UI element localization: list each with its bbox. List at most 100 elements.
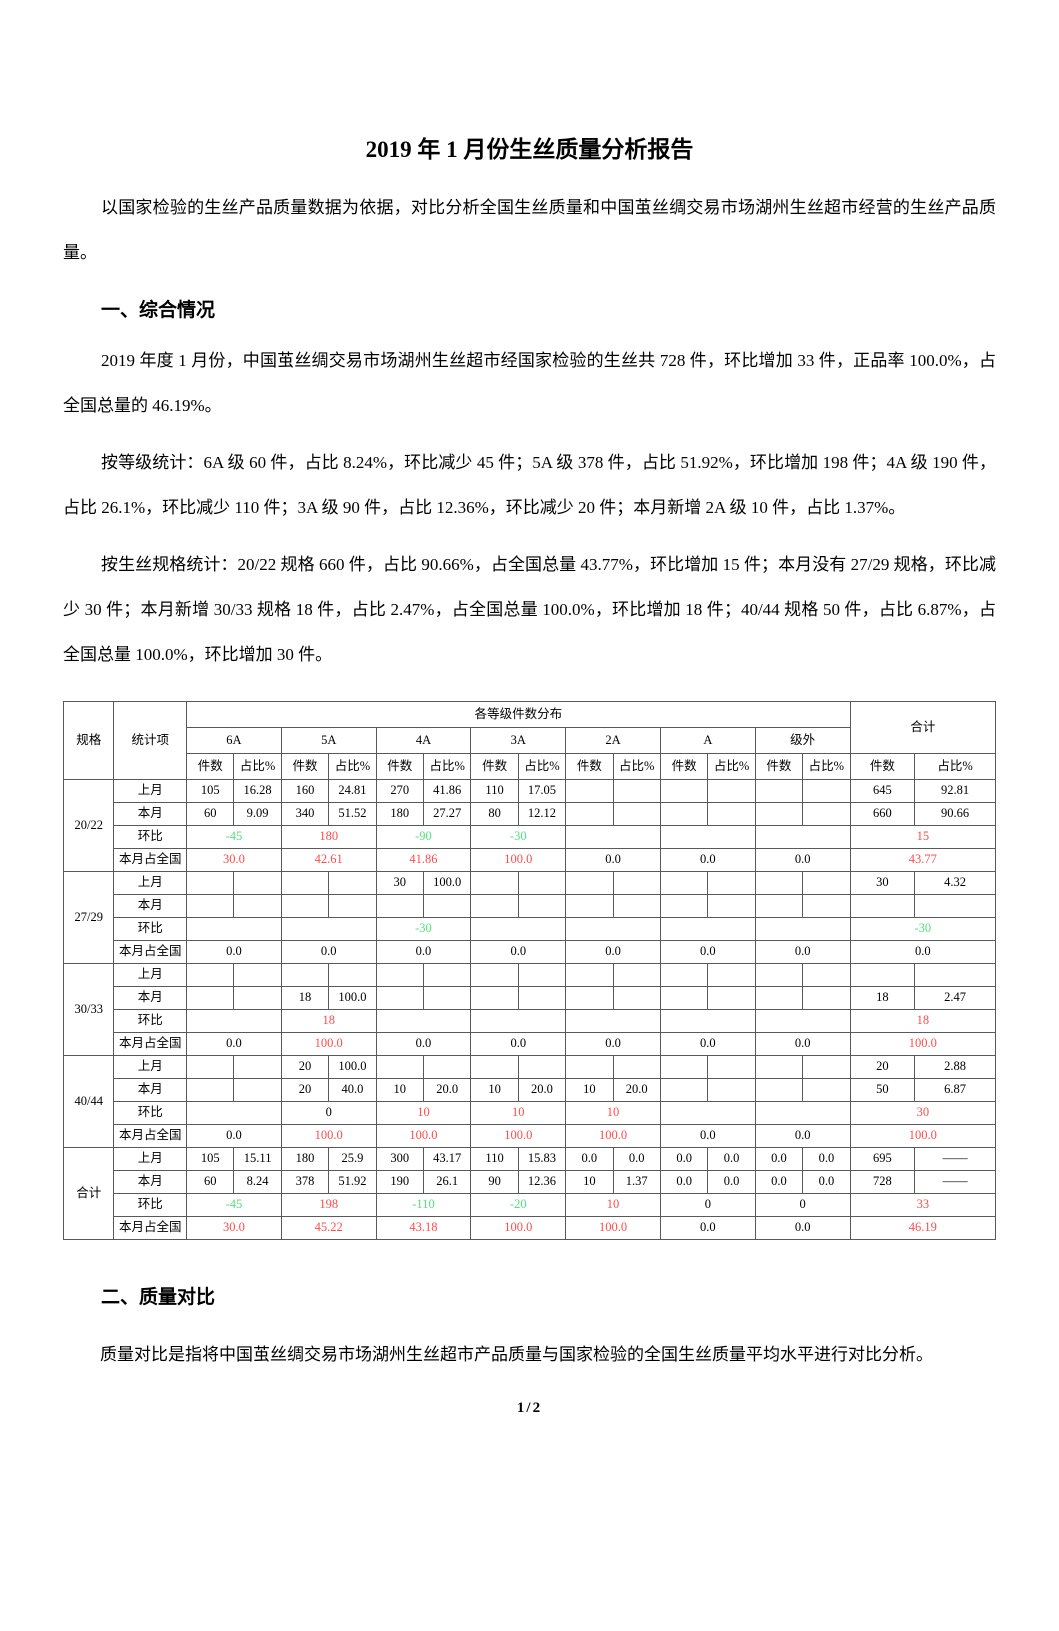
table-cell: 60 xyxy=(186,1169,235,1194)
header-count: 件数 xyxy=(659,752,709,780)
table-cell xyxy=(659,985,709,1010)
table-cell xyxy=(470,985,519,1010)
table-cell xyxy=(233,870,282,895)
table-cell: 300 xyxy=(375,1146,424,1171)
table-cell: -90 xyxy=(375,824,472,849)
table-cell xyxy=(328,870,377,895)
header-count: 件数 xyxy=(280,752,330,780)
table-cell: 0.0 xyxy=(659,939,756,964)
table-cell xyxy=(659,778,709,803)
table-cell: 0.0 xyxy=(565,939,661,964)
table-cell: 51.92 xyxy=(328,1169,377,1194)
table-row: 30/33 上月 xyxy=(62,962,996,1056)
total-cell: 92.81 xyxy=(914,778,996,803)
table-cell xyxy=(754,1008,851,1033)
header-count: 件数 xyxy=(375,752,424,780)
total-cell: 728 xyxy=(849,1169,916,1194)
table-cell xyxy=(707,870,756,895)
table-cell: 45.22 xyxy=(280,1215,377,1240)
table-cell: 25.9 xyxy=(328,1146,377,1171)
table-cell xyxy=(233,1077,282,1102)
table-row: 40/44 上月 20 100.0 20 2.88 xyxy=(62,1054,996,1148)
header-count: 件数 xyxy=(186,752,235,780)
table-row: 合计 上月 105 15.11 180 25.9 300 43.17 110 15.83 0.0 0.… xyxy=(62,1146,996,1240)
row-label: 上月 xyxy=(113,778,188,803)
table-cell xyxy=(802,962,851,987)
table-cell: 27.27 xyxy=(422,801,472,826)
total-cell: 30 xyxy=(849,870,916,895)
table-cell: 10 xyxy=(565,1169,614,1194)
table-cell xyxy=(470,1008,567,1033)
table-cell: 100.0 xyxy=(470,1215,567,1240)
table-cell xyxy=(186,870,235,895)
total-cell: -30 xyxy=(849,916,997,941)
table-cell xyxy=(470,916,567,941)
intro-paragraph: 以国家检验的生丝产品质量数据为依据，对比分析全国生丝质量和中国茧丝绸交易市场湖州… xyxy=(63,198,996,263)
table-cell xyxy=(565,870,614,895)
table-cell xyxy=(375,985,424,1010)
table-cell: 100.0 xyxy=(280,1123,377,1148)
total-cell: 100.0 xyxy=(849,1031,997,1056)
table-row: 本月 60 9.09 340 51.52 180 27.27 80 12.12 660 90.66 xyxy=(64,801,996,826)
table-cell: 160 xyxy=(280,778,330,803)
table-cell xyxy=(517,962,567,987)
table-cell: 100.0 xyxy=(328,1054,377,1079)
row-label: 本月占全国 xyxy=(113,1215,188,1240)
table-cell xyxy=(802,985,851,1010)
table-cell: 0.0 xyxy=(754,1146,804,1171)
table-row: 20/22 上月 105 16.28 160 24.81 270 41.86 110 17.05 6… xyxy=(62,778,996,872)
table-cell: 270 xyxy=(375,778,424,803)
spec-cell: 20/22 xyxy=(62,778,115,872)
table-cell xyxy=(707,778,756,803)
row-label: 上月 xyxy=(113,870,188,895)
header-pct: 占比% xyxy=(328,752,377,780)
table-cell: 0.0 xyxy=(707,1169,756,1194)
header-spec: 规格 xyxy=(62,700,115,780)
table-cell xyxy=(470,962,519,987)
table-row: 环比 -45 180 -90 -30 15 xyxy=(64,824,997,849)
table-cell: 100.0 xyxy=(565,1123,661,1148)
table-cell xyxy=(707,801,756,826)
header-count: 件数 xyxy=(754,752,804,780)
row-label: 上月 xyxy=(113,1054,188,1079)
table-cell: 0.0 xyxy=(707,1146,756,1171)
table-cell xyxy=(612,801,661,826)
table-cell xyxy=(517,1054,567,1079)
table-cell xyxy=(802,893,851,918)
table-cell: 30.0 xyxy=(186,847,282,872)
table-cell xyxy=(659,801,709,826)
total-cell: 43.77 xyxy=(849,847,997,872)
total-cell: 18 xyxy=(849,985,916,1010)
table-cell xyxy=(707,893,756,918)
table-cell: 100.0 xyxy=(470,847,567,872)
table-cell xyxy=(280,870,330,895)
table-cell: 0.0 xyxy=(754,1169,804,1194)
table-cell xyxy=(422,893,472,918)
table-cell: 9.09 xyxy=(233,801,282,826)
header-count: 件数 xyxy=(849,752,916,780)
table-cell xyxy=(707,1077,756,1102)
total-cell: 2.88 xyxy=(914,1054,996,1079)
table-cell xyxy=(328,893,377,918)
table-cell: 0 xyxy=(659,1192,756,1217)
header-pct: 占比% xyxy=(612,752,661,780)
row-label: 本月占全国 xyxy=(113,1031,188,1056)
table-cell: 10 xyxy=(565,1100,661,1125)
table-cell xyxy=(470,893,519,918)
table-cell: 24.81 xyxy=(328,778,377,803)
table-cell: 100.0 xyxy=(470,1123,567,1148)
table-cell xyxy=(517,985,567,1010)
table-cell xyxy=(186,985,235,1010)
header-pct: 占比% xyxy=(233,752,282,780)
table-cell: 110 xyxy=(470,1146,519,1171)
table-cell: 100.0 xyxy=(422,870,472,895)
row-label: 环比 xyxy=(113,1192,188,1217)
table-cell xyxy=(659,1008,756,1033)
table-cell: 0.0 xyxy=(470,1031,567,1056)
table-cell xyxy=(422,1054,472,1079)
table-cell xyxy=(186,1008,282,1033)
table-cell xyxy=(659,824,756,849)
total-cell: 50 xyxy=(849,1077,916,1102)
header-pct: 占比% xyxy=(517,752,567,780)
table-cell: -110 xyxy=(375,1192,472,1217)
